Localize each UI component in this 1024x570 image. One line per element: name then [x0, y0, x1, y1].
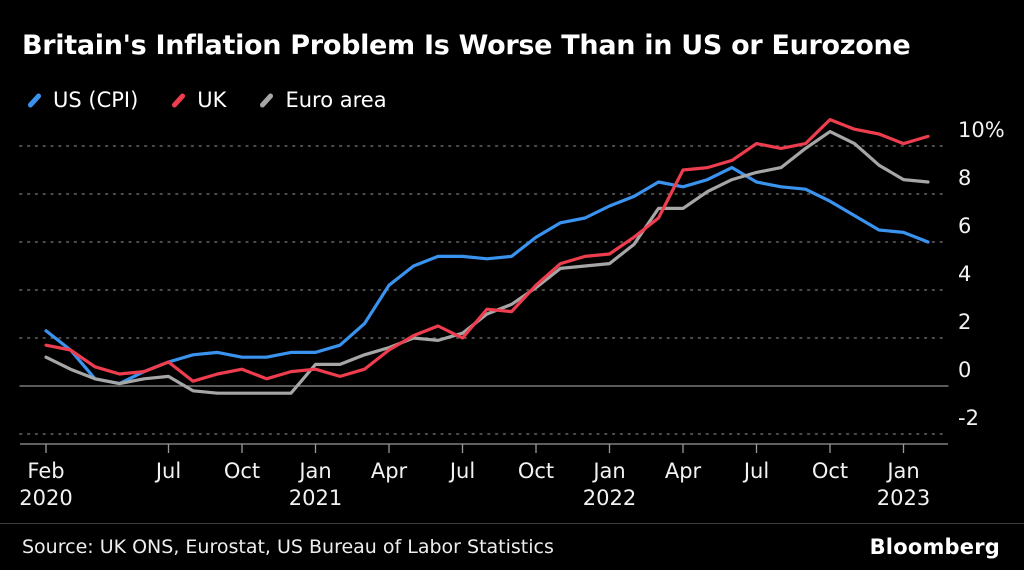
legend: US (CPI) UK Euro area — [26, 88, 387, 112]
chart-title: Britain's Inflation Problem Is Worse Tha… — [22, 30, 911, 61]
x-axis-year-label: 2023 — [877, 486, 930, 510]
x-axis-tick-label: Oct — [812, 459, 848, 483]
x-axis-tick-label: Jan — [591, 459, 625, 483]
x-axis: Feb 2020 Jul Oct Jan 2021 Apr Jul Oct Jan 2022 Apr J… — [19, 443, 948, 510]
x-axis-tick-label: Jul — [448, 459, 475, 483]
uk-line-swatch-icon — [171, 92, 187, 108]
series-lines — [44, 118, 930, 395]
source-note: Source: UK ONS, Eurostat, US Bureau of L… — [22, 536, 554, 558]
legend-item-euro-area: Euro area — [258, 88, 387, 112]
y-axis-tick-label: 8 — [958, 166, 971, 190]
x-axis-tick-label: Apr — [371, 459, 408, 483]
us-line-swatch-icon — [26, 92, 43, 108]
series-line-us-cpi — [44, 165, 930, 386]
y-axis-tick-label: -2 — [958, 406, 979, 430]
footer: Source: UK ONS, Eurostat, US Bureau of L… — [0, 523, 1024, 570]
x-axis-year-label: 2020 — [19, 486, 72, 510]
x-axis-year-label: 2021 — [289, 486, 342, 510]
x-axis-tick-label: Jan — [885, 459, 919, 483]
x-axis-tick-label: Jul — [742, 459, 769, 483]
x-axis-tick-label: Oct — [224, 459, 260, 483]
x-axis-tick-label: Jan — [297, 459, 331, 483]
legend-label-uk: UK — [197, 88, 227, 112]
x-axis-year-label: 2022 — [583, 486, 636, 510]
bloomberg-logo: Bloomberg — [869, 535, 1000, 559]
legend-label-euro-area: Euro area — [285, 88, 387, 112]
euro-line-swatch-icon — [259, 92, 275, 108]
x-axis-tick-label: Feb — [27, 459, 64, 483]
y-axis-tick-label: 6 — [958, 214, 971, 238]
y-axis-tick-label: 4 — [958, 262, 971, 286]
series-line-uk — [44, 118, 930, 383]
x-axis-tick-label: Oct — [518, 459, 554, 483]
x-axis-tick-label: Jul — [154, 459, 181, 483]
x-axis-tick-label: Apr — [665, 459, 702, 483]
legend-item-us-cpi: US (CPI) — [26, 88, 138, 112]
legend-item-uk: UK — [170, 88, 226, 112]
legend-label-us-cpi: US (CPI) — [53, 88, 139, 112]
y-axis-tick-label: 10% — [958, 118, 1005, 142]
y-axis-tick-label: 0 — [958, 358, 971, 382]
line-chart: 10% 8 6 4 2 0 -2 Feb 2020 Jul Oct Jan 2021 Apr Jul Oct J… — [19, 118, 1005, 510]
series-line-euro-area — [44, 130, 930, 395]
y-axis-tick-label: 2 — [958, 310, 971, 334]
gridlines: 10% 8 6 4 2 0 -2 — [19, 118, 1005, 435]
